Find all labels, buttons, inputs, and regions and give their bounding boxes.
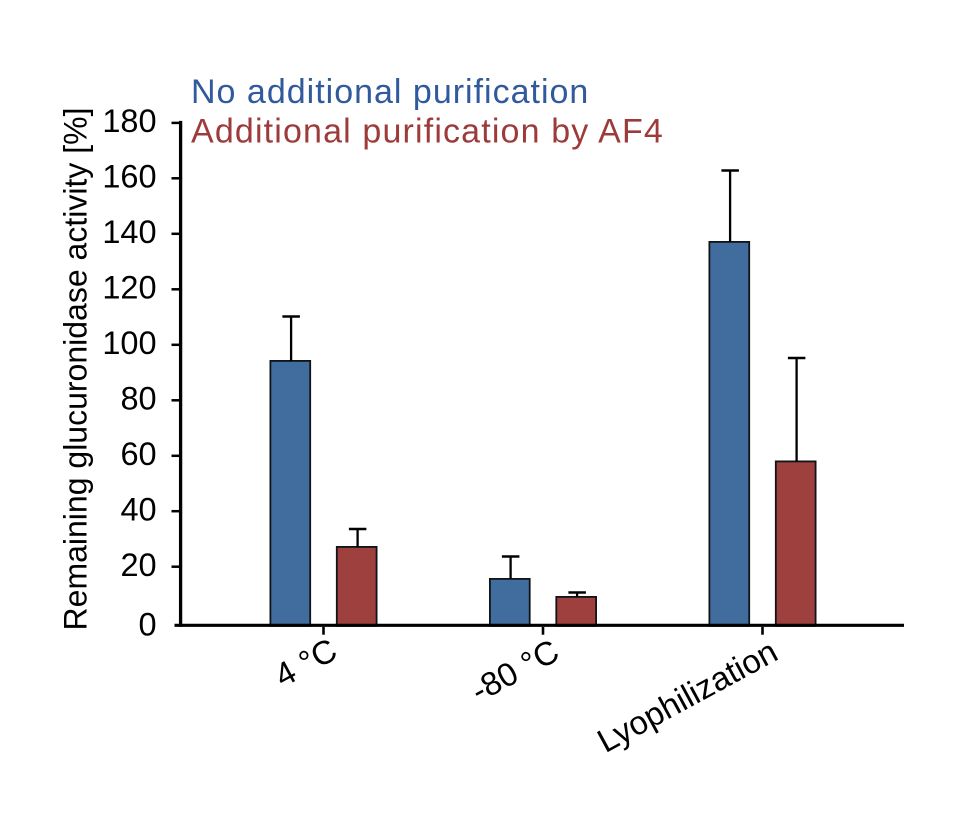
svg-text:80: 80 bbox=[120, 381, 156, 417]
svg-text:Remaining glucuronidase activi: Remaining glucuronidase activity [%] bbox=[58, 108, 94, 631]
svg-text:No additional purification: No additional purification bbox=[191, 73, 589, 111]
svg-text:20: 20 bbox=[120, 547, 156, 583]
svg-text:Additional purification by AF4: Additional purification by AF4 bbox=[191, 112, 664, 150]
svg-text:160: 160 bbox=[102, 159, 156, 195]
svg-text:120: 120 bbox=[102, 270, 156, 306]
svg-text:60: 60 bbox=[120, 436, 156, 472]
svg-text:0: 0 bbox=[139, 606, 157, 642]
svg-text:140: 140 bbox=[102, 214, 156, 250]
svg-text:100: 100 bbox=[102, 325, 156, 361]
svg-text:180: 180 bbox=[102, 103, 156, 139]
svg-text:40: 40 bbox=[120, 492, 156, 528]
